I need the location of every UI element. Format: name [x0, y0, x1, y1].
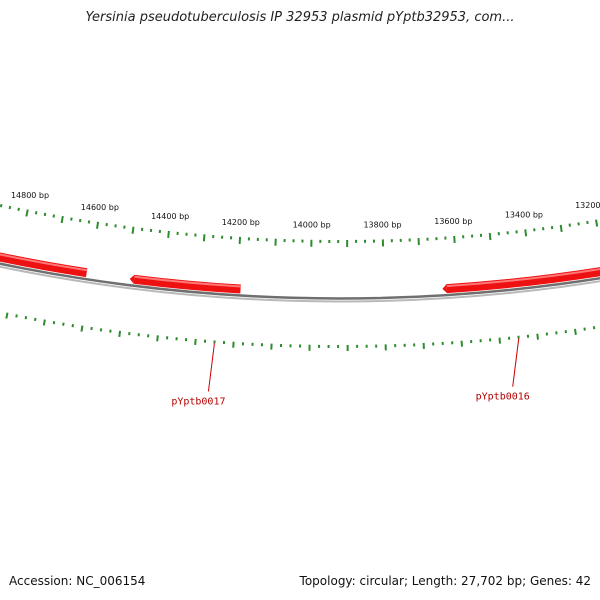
tick-label: 13400 bp [505, 210, 543, 219]
major-tick [96, 221, 100, 229]
inner-major-tick [574, 328, 577, 335]
major-tick [524, 229, 528, 237]
minor-tick [0, 204, 3, 208]
backbone-line [0, 262, 600, 300]
tick-label: 13800 bp [363, 220, 401, 229]
gene-label-group: pYptb0017 pYptb0016 [171, 338, 530, 407]
major-tick [167, 230, 170, 239]
major-tick [488, 232, 492, 241]
gene-label[interactable]: pYptb0017 [171, 396, 225, 407]
inner-minor-tick [15, 314, 18, 318]
tick-label: 14400 bp [151, 212, 189, 221]
minor-tick [34, 211, 38, 215]
major-tick [131, 226, 135, 234]
backbone-line [0, 265, 600, 303]
minor-tick [43, 212, 47, 217]
minor-tick [17, 207, 20, 212]
outer-tick-ring [0, 204, 599, 247]
tick-label: 13600 bp [434, 217, 472, 226]
inner-major-tick [156, 335, 159, 342]
major-tick [60, 215, 64, 224]
gene-arrow-head [129, 274, 135, 284]
plasmid-backbone [0, 262, 600, 303]
gene-arrow [446, 267, 600, 294]
map-title: Yersinia pseudotuberculosis IP 32953 pla… [85, 10, 515, 25]
inner-major-tick [5, 312, 9, 319]
inner-major-tick [80, 325, 84, 332]
inner-major-tick [498, 337, 502, 344]
gene-arrow [0, 252, 88, 278]
gene-arrow [133, 274, 241, 294]
inner-tick-ring [5, 312, 596, 351]
major-tick [202, 234, 206, 242]
major-tick [559, 224, 563, 232]
gene-highlight [134, 275, 241, 288]
topology-summary: Topology: circular; Length: 27,702 bp; G… [299, 574, 591, 588]
inner-minor-tick [33, 317, 37, 322]
accession-text: Accession: NC_006154 [9, 574, 146, 588]
inner-major-tick [118, 330, 122, 337]
major-tick [595, 219, 599, 227]
gene-arrow-head [442, 284, 448, 294]
minor-tick [8, 205, 12, 210]
gene-label[interactable]: pYptb0016 [476, 392, 530, 403]
gene-track [0, 252, 600, 294]
inner-minor-tick [24, 316, 28, 320]
tick-label: 13200 bp [575, 201, 600, 210]
tick-label: 14800 bp [11, 191, 49, 200]
inner-major-tick [42, 319, 46, 326]
tick-label: 14000 bp [293, 221, 331, 230]
tick-label: 14200 bp [222, 218, 260, 227]
gene-leader-line [207, 343, 215, 392]
gene-highlight [0, 253, 88, 272]
minor-tick [52, 214, 56, 218]
tick-label: 14600 bp [81, 203, 119, 212]
major-tick [25, 209, 29, 217]
inner-major-tick [194, 338, 197, 346]
gene-leader-line [512, 338, 520, 387]
gene-highlight [446, 268, 600, 288]
inner-major-tick [536, 333, 539, 340]
